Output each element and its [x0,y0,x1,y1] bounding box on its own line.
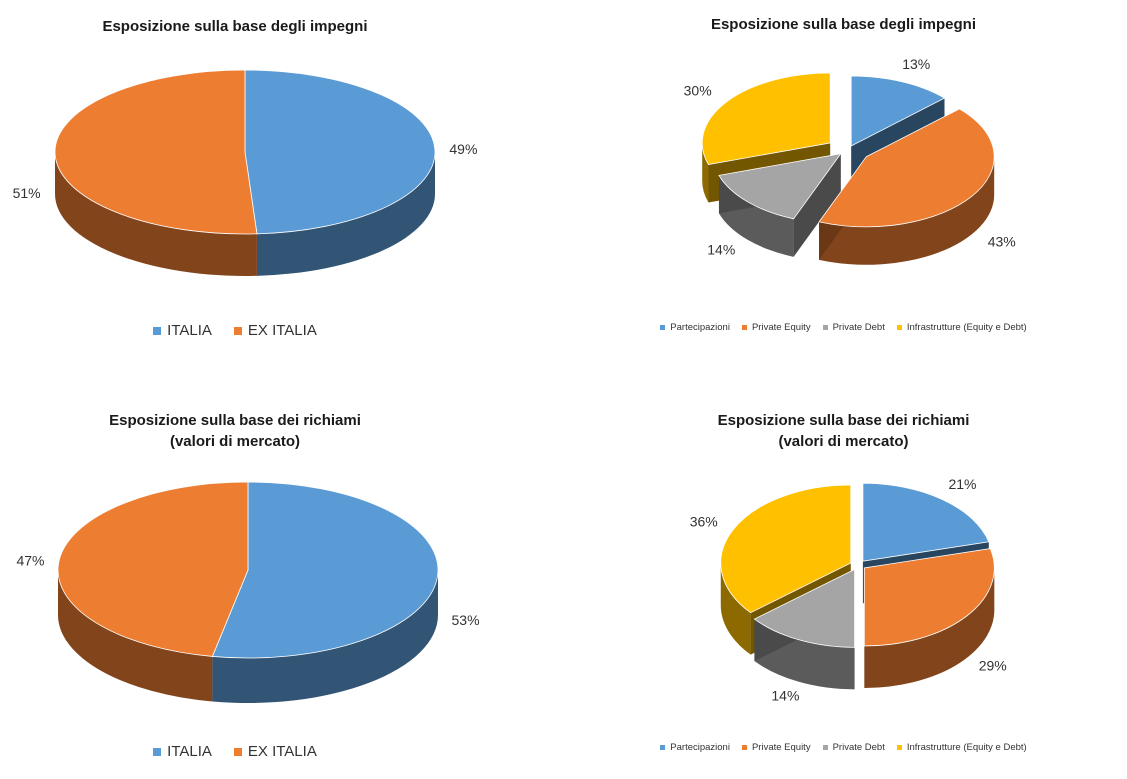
pie-plot: 13% 43% 14% 30% [684,56,1016,265]
legend-swatch [822,325,828,330]
legend-label: EX ITALIA [247,743,317,760]
legend-swatch [822,745,828,750]
slice-side-ex-italia [55,152,257,276]
legend-label: EX ITALIA [247,322,317,339]
legend-label: Private Equity [751,742,811,753]
title-line-1: Esposizione sulla base dei richiami (val… [109,412,361,450]
data-label-italia: 49% [449,141,477,157]
data-label-italia: 53% [452,612,480,628]
slice-infrastrutture-equity-e-debt [701,72,831,166]
chart-legend: Partecipazioni Private Equity Private Debt… [560,742,1127,753]
chart-title: Esposizione sulla base degli impegni [102,18,368,35]
chart-legend: ITALIA EX ITALIA [0,743,470,760]
slice-side-ex-italia [58,570,213,702]
legend-label: Private Debt [832,322,885,333]
legend-item-infrastrutture-equity-e-debt: Infrastrutture (Equity e Debt) [896,742,1027,753]
pie-plot: 49% 51% [13,69,477,276]
slice-ex-italia [57,481,249,657]
slice-side-italia [212,570,438,703]
legend-label: Partecipazioni [670,322,730,333]
legend-swatch [741,325,747,330]
chart-title: Esposizione sulla base dei richiami (val… [560,410,1127,452]
legend-swatch [896,325,902,330]
chart-title: Esposizione sulla base degli impegni [710,16,977,33]
pie-plot: 53% 47% [16,481,480,703]
legend-item-private-debt: Private Debt [822,742,885,753]
legend-item-infrastrutture-equity-e-debt: Infrastrutture (Equity e Debt) [896,322,1027,333]
slice-private-debt [753,568,855,648]
legend-swatch [660,325,666,330]
data-label-private-equity: 43% [988,233,1016,249]
legend-item-partecipazioni: Partecipazioni [660,322,730,333]
legend-label: Private Debt [832,742,885,753]
data-label-private-debt: 14% [707,241,735,257]
data-label-ex-italia: 47% [16,552,44,568]
pie-chart-richiami-asset-class: Esposizione sulla base dei richiami (val… [560,400,1127,779]
legend-label: Infrastrutture (Equity e Debt) [906,742,1027,753]
slice-infrastrutture-equity-e-debt [720,484,852,614]
data-label-private-equity: 29% [979,658,1007,674]
slice-partecipazioni [850,75,946,147]
legend-swatch [153,326,162,335]
data-label-partecipazioni: 13% [902,56,930,72]
slice-italia [211,481,439,659]
slice-private-equity [818,108,995,228]
legend-label: Private Equity [751,322,811,333]
legend-item-private-equity: Private Equity [741,742,811,753]
data-label-ex-italia: 51% [13,185,41,201]
legend-swatch [233,747,242,756]
pie-plot: 21% 29% 14% 36% [690,476,1007,703]
legend-label: ITALIA [167,322,212,339]
legend-item-private-equity: Private Equity [741,322,811,333]
legend-swatch [153,747,162,756]
slice-private-equity [863,548,995,647]
pie-chart-richiami-italia: Esposizione sulla base dei richiami (val… [0,400,480,779]
legend-swatch [896,745,902,750]
data-label-infrastrutture-equity-e-debt: 30% [684,82,712,98]
data-label-private-debt: 14% [771,687,799,703]
title-line-1: Esposizione sulla base dei richiami (val… [717,412,970,450]
legend-item-ex-italia: EX ITALIA [233,743,317,760]
pie-chart-impegni-italia: Esposizione sulla base degli impegni 49%… [0,0,478,360]
legend-item-private-debt: Private Debt [822,322,885,333]
chart-title: Esposizione sulla base dei richiami (val… [0,410,470,452]
legend-item-italia: ITALIA [153,743,212,760]
data-label-partecipazioni: 21% [948,476,976,492]
legend-label: Infrastrutture (Equity e Debt) [906,322,1027,333]
slice-partecipazioni [862,482,990,562]
chart-legend: ITALIA EX ITALIA [0,322,470,339]
legend-item-ex-italia: EX ITALIA [233,322,317,339]
chart-legend: Partecipazioni Private Equity Private Debt… [560,322,1127,333]
slice-side-italia [256,152,436,276]
legend-label: ITALIA [167,743,212,760]
legend-swatch [741,745,747,750]
legend-swatch [660,745,666,750]
legend-item-partecipazioni: Partecipazioni [660,742,730,753]
legend-swatch [233,326,242,335]
slice-italia [244,69,436,235]
slice-private-debt [718,153,842,220]
legend-label: Partecipazioni [670,742,730,753]
legend-item-italia: ITALIA [153,322,212,339]
pie-chart-impegni-asset-class: Esposizione sulla base degli impegni 13%… [560,0,1127,360]
slice-ex-italia [54,69,258,235]
data-label-infrastrutture-equity-e-debt: 36% [690,513,718,529]
